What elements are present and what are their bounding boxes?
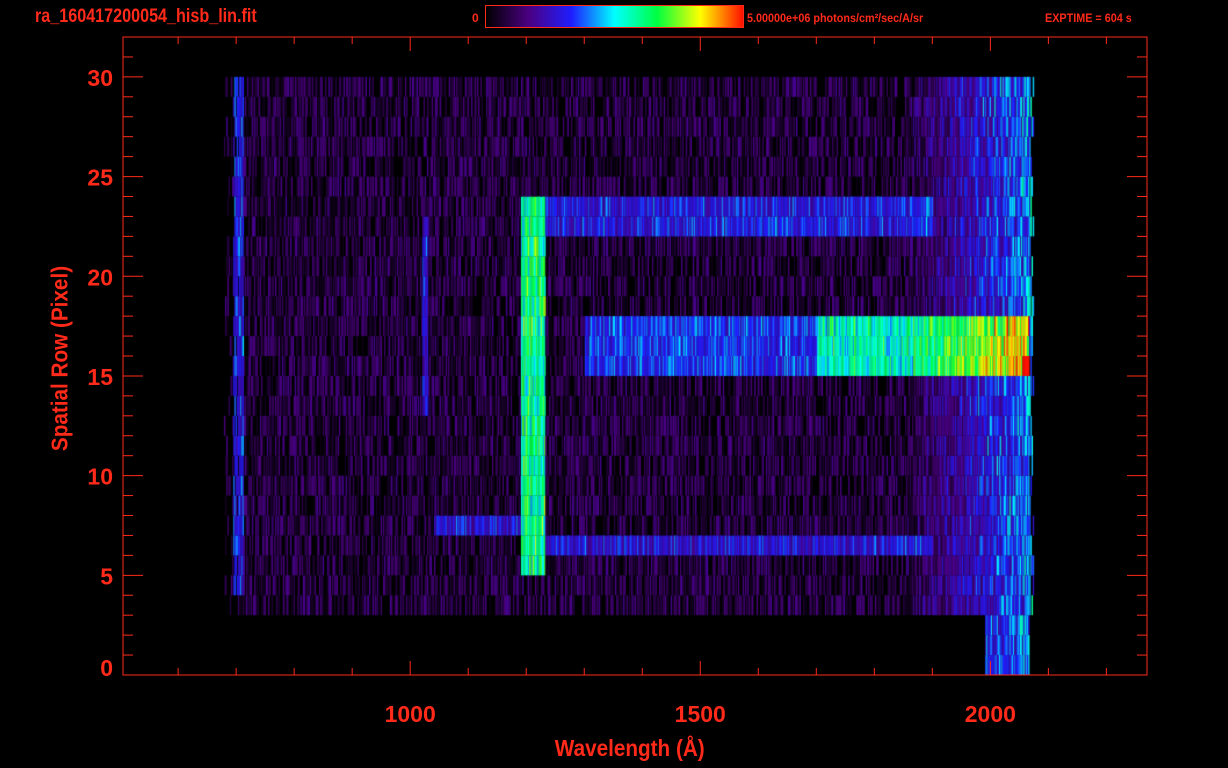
colorbar <box>485 5 744 28</box>
y-tick-label: 0 <box>100 655 113 681</box>
x-tick-label: 1000 <box>385 701 436 727</box>
file-title: ra_160417200054_hisb_lin.fit <box>35 6 257 27</box>
y-tick-label: 20 <box>87 264 113 290</box>
colorbar-max-label: 5.00000e+06 photons/cm²/sec/A/sr <box>747 11 924 25</box>
x-tick-label: 1500 <box>675 701 726 727</box>
y-axis-label: Spatial Row (Pixel) <box>46 265 73 452</box>
y-tick-label: 25 <box>87 165 113 191</box>
x-tick-label: 2000 <box>965 701 1016 727</box>
y-tick-label: 15 <box>87 364 113 390</box>
y-tick-label: 5 <box>100 563 113 589</box>
exposure-time-label: EXPTIME = 604 s <box>1045 11 1132 25</box>
y-tick-label: 30 <box>87 65 113 91</box>
colorbar-min-label: 0 <box>472 11 479 25</box>
x-axis-label: Wavelength (Å) <box>554 735 705 761</box>
plot-frame <box>122 36 1148 676</box>
y-tick-label: 10 <box>87 464 113 490</box>
